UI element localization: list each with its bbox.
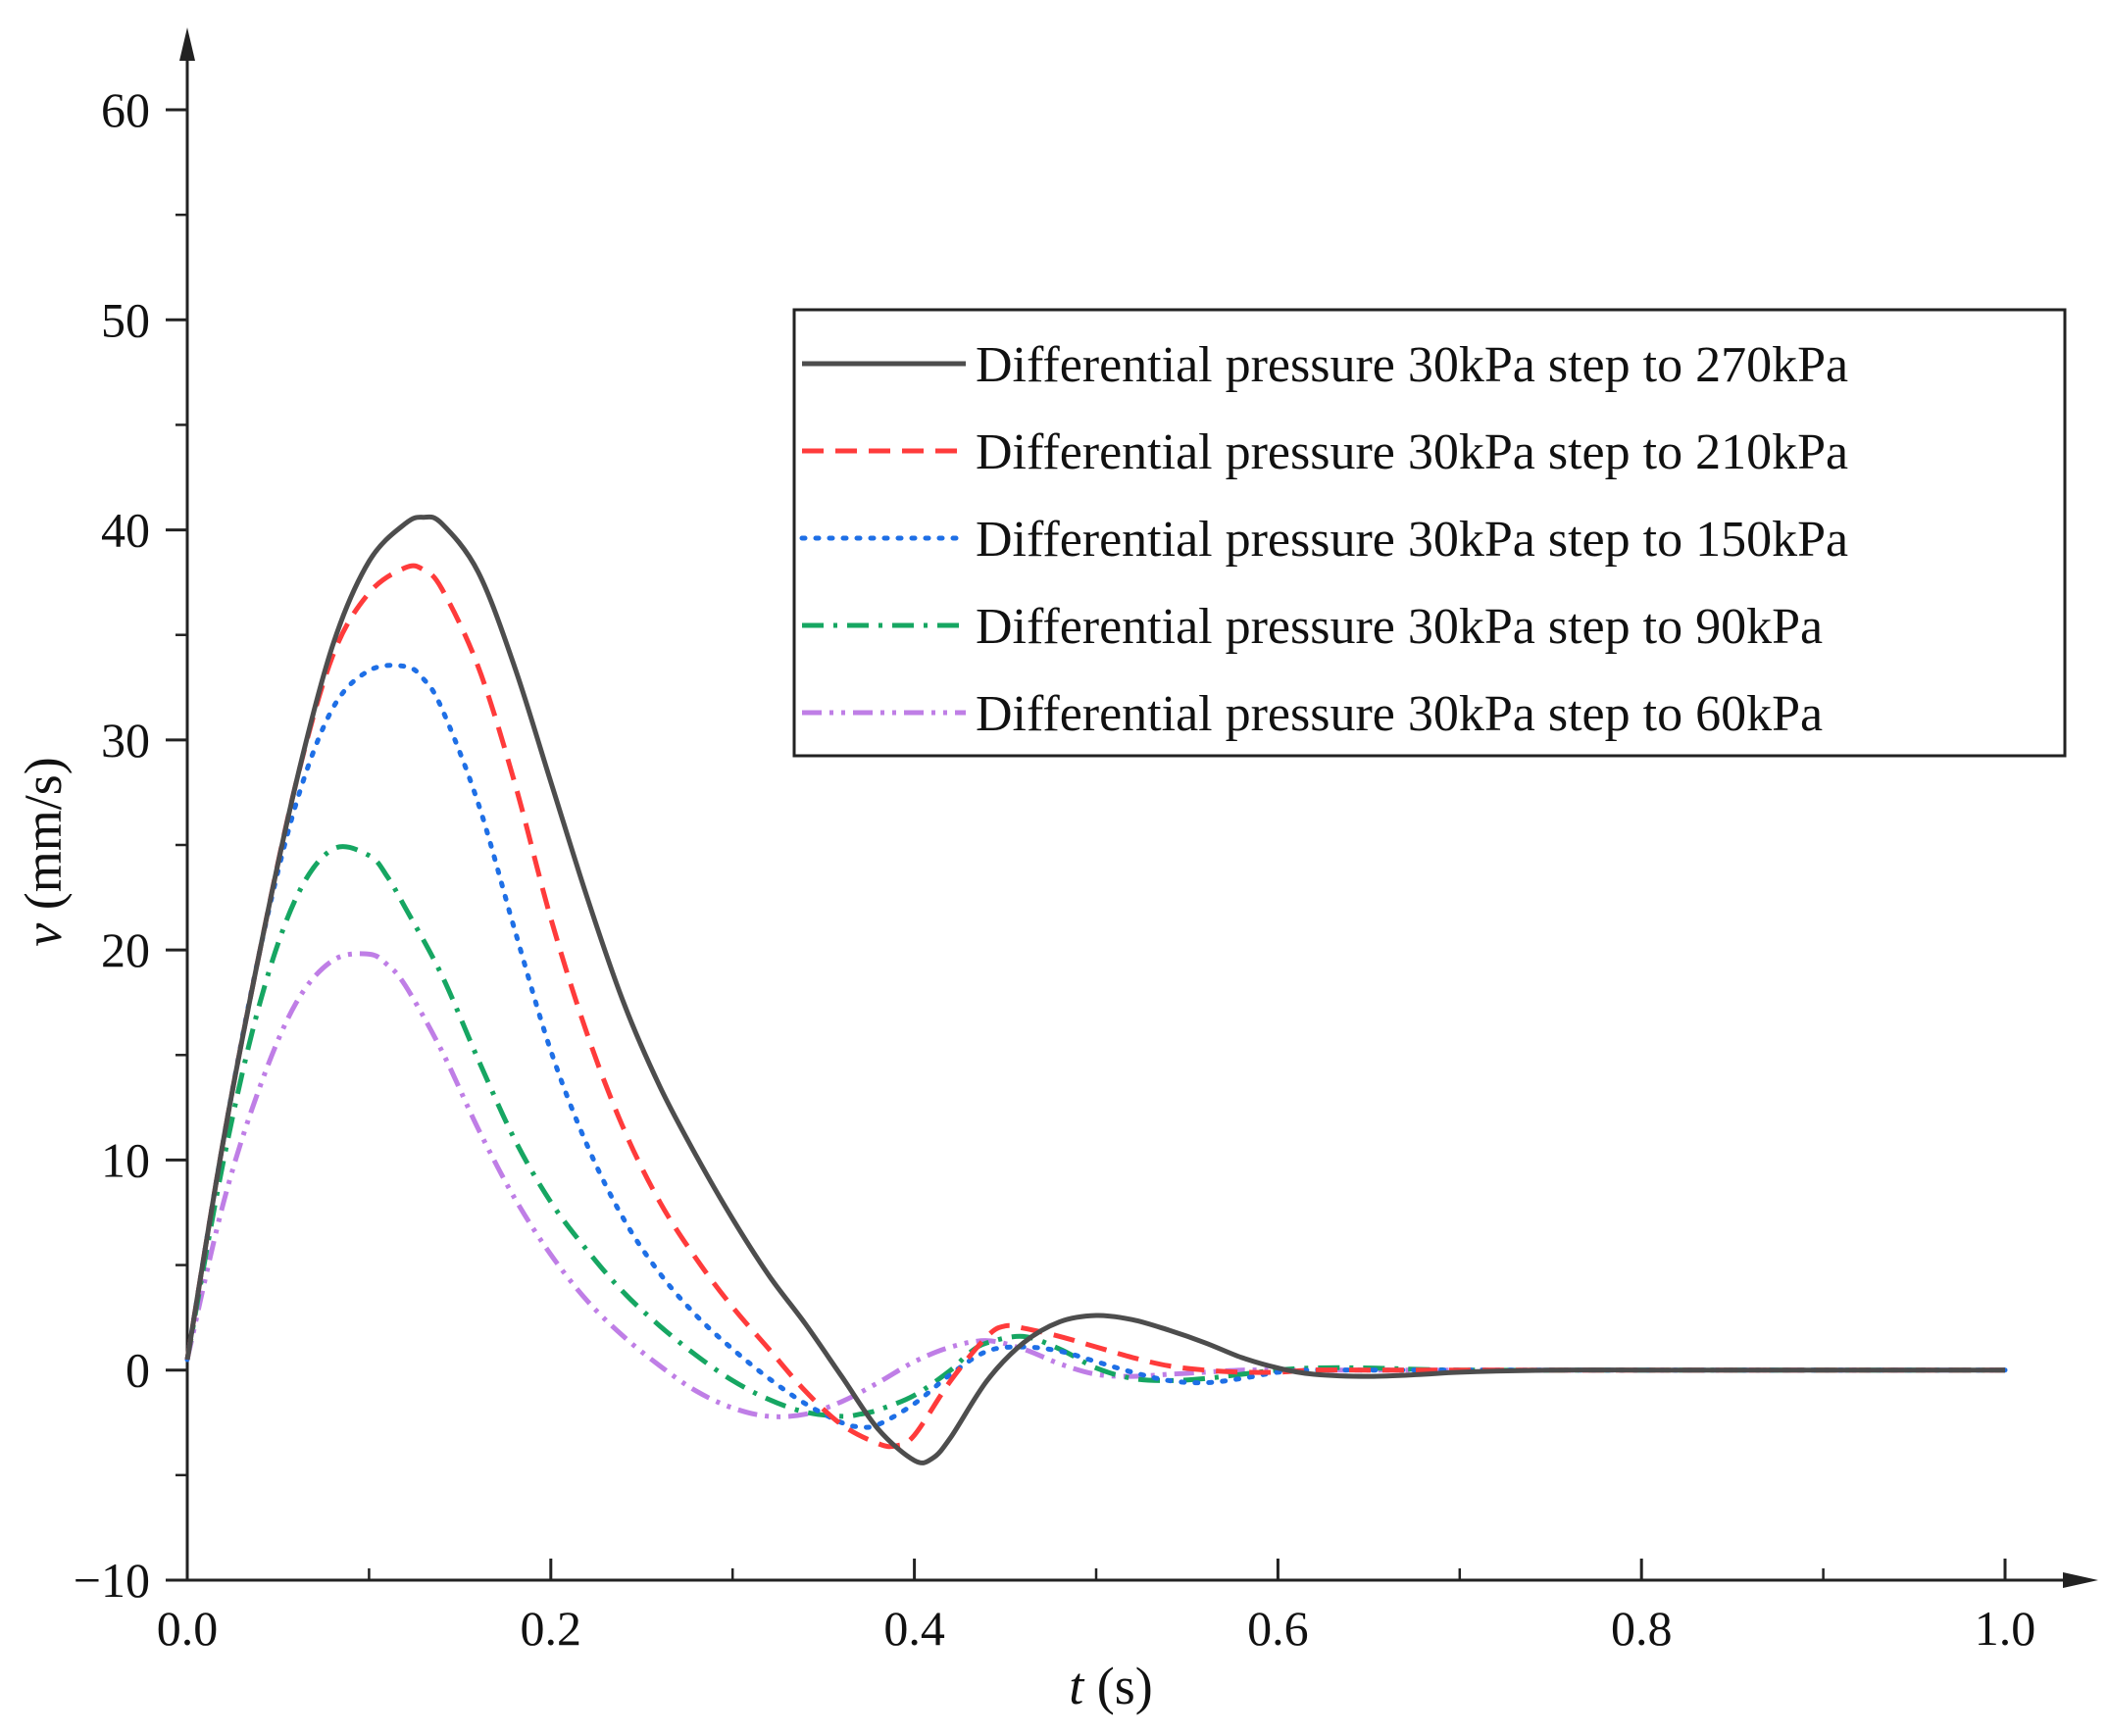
legend: Differential pressure 30kPa step to 270k… (792, 308, 2067, 758)
y-axis-var: v (14, 923, 73, 947)
legend-box (792, 308, 2067, 758)
x-axis-arrow (2063, 1572, 2098, 1588)
y-tick-label: 10 (101, 1132, 150, 1187)
legend-label-2: Differential pressure 30kPa step to 150k… (976, 512, 1848, 568)
legend-label-4: Differential pressure 30kPa step to 60kP… (976, 686, 1823, 742)
x-axis-title: t (s) (1069, 1657, 1153, 1715)
y-tick-label: 30 (101, 713, 150, 768)
series-line-0 (184, 514, 2005, 1465)
x-tick-label: 1.0 (1975, 1601, 2036, 1656)
legend-label-1: Differential pressure 30kPa step to 210k… (976, 424, 1848, 480)
y-axis-title: v (mm/s) (14, 757, 73, 946)
x-tick-label: 0.8 (1611, 1601, 1673, 1656)
y-tick-label: 60 (101, 82, 150, 137)
y-tick-label: 0 (125, 1343, 150, 1398)
y-tick-label: −10 (74, 1553, 150, 1608)
y-ticks: −10 0 10 20 30 40 50 60 (74, 82, 187, 1608)
plot-area: −10 0 10 20 30 40 50 60 0.0 0.2 0.4 0.6 0.8 1.0 (74, 27, 2098, 1656)
y-tick-label: 20 (101, 922, 150, 977)
legend-entries: Differential pressure 30kPa step to 270k… (799, 337, 1848, 742)
x-axis-unit: (s) (1083, 1657, 1152, 1715)
y-tick-label: 50 (101, 292, 150, 347)
legend-label-0: Differential pressure 30kPa step to 270k… (976, 337, 1848, 393)
x-tick-label: 0.0 (157, 1601, 219, 1656)
x-tick-label: 0.2 (521, 1601, 582, 1656)
x-tick-label: 0.4 (883, 1601, 945, 1656)
x-ticks: 0.0 0.2 0.4 0.6 0.8 1.0 (157, 1559, 2036, 1656)
y-axis-unit: (mm/s) (14, 757, 73, 923)
x-axis-var: t (1069, 1657, 1085, 1715)
legend-label-3: Differential pressure 30kPa step to 90kP… (976, 599, 1823, 655)
series-line-3 (184, 844, 2005, 1419)
x-tick-label: 0.6 (1247, 1601, 1309, 1656)
y-tick-label: 40 (101, 503, 150, 558)
y-axis-arrow (179, 27, 195, 61)
series-layer (184, 514, 2008, 1465)
